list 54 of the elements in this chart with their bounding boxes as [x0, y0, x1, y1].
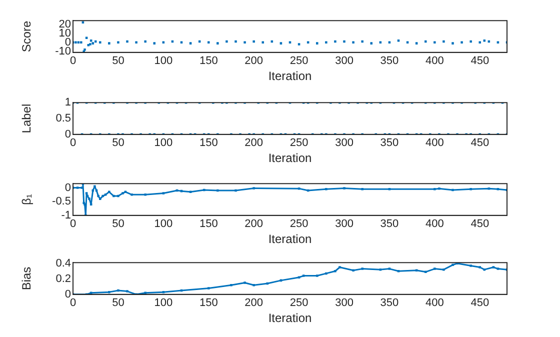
x-tick-label: 100 [154, 218, 173, 230]
x-tick-label: 450 [470, 55, 490, 68]
y-tick-label: 0.2 [56, 272, 71, 285]
y-tick-label: 0 [64, 182, 71, 194]
x-tick-label: 200 [244, 55, 264, 68]
x-tick-label: 350 [380, 55, 399, 68]
y-axis-title: Score [20, 20, 34, 52]
x-tick-label: 450 [470, 218, 490, 230]
x-tick-label: 400 [425, 218, 444, 230]
x-tick-label: 200 [244, 137, 264, 150]
y-axis-title: β₁ [20, 194, 34, 205]
y-axis-title: Label [20, 104, 34, 134]
x-tick-label: 100 [154, 137, 173, 150]
x-tick-label: 100 [154, 297, 173, 310]
x-tick-label: 400 [425, 137, 444, 150]
x-tick-label: 450 [470, 137, 490, 150]
y-tick-label: -0.5 [52, 196, 71, 208]
x-tick-label: 200 [244, 297, 264, 310]
y-tick-label: -1 [61, 209, 71, 222]
y-tick-label: 0 [64, 288, 71, 300]
y-axis-title: Bias [20, 266, 34, 290]
x-tick-label: 50 [112, 137, 124, 150]
y-tick-label: 0.5 [56, 112, 71, 125]
x-tick-label: 250 [290, 55, 308, 68]
x-axis-title: Iteration [268, 69, 312, 84]
x-tick-label: 250 [290, 137, 308, 150]
x-tick-label: 200 [244, 218, 264, 230]
x-tick-label: 300 [335, 137, 354, 150]
x-tick-label: 150 [199, 55, 218, 68]
x-tick-label: 400 [425, 297, 444, 310]
x-tick-label: 350 [380, 137, 399, 150]
x-tick-label: 150 [199, 137, 218, 150]
x-tick-label: 350 [380, 218, 399, 230]
y-tick-label: 1 [64, 96, 71, 109]
x-tick-label: 100 [154, 55, 173, 68]
x-axis-title: Iteration [268, 311, 312, 326]
y-tick-label: -10 [55, 46, 71, 58]
x-tick-label: 150 [199, 297, 218, 310]
x-tick-label: 150 [199, 218, 218, 230]
x-axis-title: Iteration [268, 151, 312, 166]
x-tick-label: 300 [335, 55, 354, 68]
x-tick-label: 300 [335, 297, 354, 310]
y-tick-label: 0.4 [56, 257, 71, 270]
x-tick-label: 350 [380, 297, 399, 310]
x-axis-title: Iteration [268, 232, 312, 246]
x-tick-label: 250 [290, 297, 308, 310]
y-tick-label: 0 [64, 128, 71, 140]
x-tick-label: 50 [112, 55, 124, 68]
x-tick-label: 300 [335, 218, 354, 230]
x-tick-label: 250 [290, 218, 308, 230]
x-tick-label: 400 [425, 55, 444, 68]
x-tick-label: 50 [112, 297, 124, 310]
x-tick-label: 450 [470, 297, 490, 310]
x-tick-label: 50 [112, 218, 124, 230]
